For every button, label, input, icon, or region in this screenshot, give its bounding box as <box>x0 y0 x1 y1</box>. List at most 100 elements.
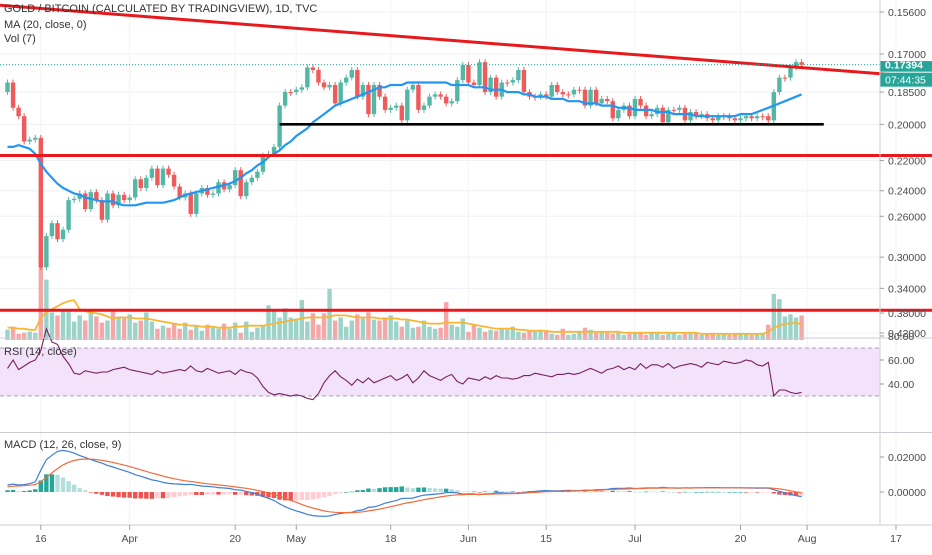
candle-body[interactable] <box>177 186 182 198</box>
macd-histogram-bar[interactable] <box>671 492 677 493</box>
volume-bar[interactable] <box>33 332 38 340</box>
candle-body[interactable] <box>294 89 299 93</box>
candle-body[interactable] <box>399 105 404 121</box>
candle-body[interactable] <box>44 236 49 268</box>
candle-body[interactable] <box>55 223 60 240</box>
candle-body[interactable] <box>582 89 588 106</box>
volume-bar[interactable] <box>388 315 393 340</box>
volume-bar[interactable] <box>144 312 149 340</box>
macd-histogram-bar[interactable] <box>577 491 582 493</box>
candle-body[interactable] <box>605 98 610 102</box>
candle-body[interactable] <box>310 67 316 71</box>
candle-body[interactable] <box>466 64 471 83</box>
macd-histogram-bar[interactable] <box>194 492 199 495</box>
price-pane[interactable] <box>0 3 932 340</box>
candle-body[interactable] <box>666 109 671 123</box>
volume-bar[interactable] <box>99 322 105 340</box>
volume-bar[interactable] <box>338 317 343 340</box>
candle-body[interactable] <box>83 193 88 210</box>
macd-histogram-bar[interactable] <box>49 474 55 492</box>
volume-bar[interactable] <box>721 333 727 340</box>
volume-bar[interactable] <box>210 327 216 340</box>
ma-20-line[interactable] <box>7 81 803 207</box>
candle-body[interactable] <box>305 67 310 88</box>
candle-body[interactable] <box>188 193 193 214</box>
macd-histogram-bar[interactable] <box>610 490 615 492</box>
macd-histogram-bar[interactable] <box>33 489 38 492</box>
volume-bar[interactable] <box>427 326 432 340</box>
volume-bar[interactable] <box>432 328 438 340</box>
volume-bar[interactable] <box>460 318 466 340</box>
candle-body[interactable] <box>743 116 749 119</box>
volume-bar[interactable] <box>704 333 710 340</box>
candle-body[interactable] <box>277 105 282 147</box>
macd-histogram-bar[interactable] <box>466 491 471 493</box>
candle-body[interactable] <box>449 101 454 104</box>
candle-body[interactable] <box>99 200 105 220</box>
volume-bar[interactable] <box>155 328 160 340</box>
macd-histogram-bar[interactable] <box>55 474 60 492</box>
volume-bar[interactable] <box>5 329 10 340</box>
volume-bar[interactable] <box>77 315 82 340</box>
candle-body[interactable] <box>421 105 427 110</box>
candle-body[interactable] <box>349 70 354 78</box>
candle-body[interactable] <box>588 89 593 106</box>
candle-body[interactable] <box>155 168 160 186</box>
macd-histogram-bar[interactable] <box>38 480 44 492</box>
macd-histogram-bar[interactable] <box>355 490 360 492</box>
macd-histogram-bar[interactable] <box>793 492 799 496</box>
candle-body[interactable] <box>260 155 266 172</box>
macd-histogram-bar[interactable] <box>566 491 571 493</box>
macd-histogram-bar[interactable] <box>371 488 377 492</box>
candle-body[interactable] <box>321 82 327 88</box>
volume-bar[interactable] <box>238 332 243 340</box>
macd-histogram-bar[interactable] <box>282 492 288 501</box>
macd-histogram-bar[interactable] <box>505 491 510 493</box>
macd-histogram-bar[interactable] <box>316 492 321 499</box>
volume-bar[interactable] <box>571 333 577 340</box>
candle-body[interactable] <box>632 98 638 117</box>
volume-bar[interactable] <box>532 331 538 340</box>
candle-body[interactable] <box>238 170 243 197</box>
macd-histogram-bar[interactable] <box>627 491 632 492</box>
candle-body[interactable] <box>693 112 699 117</box>
volume-bar[interactable] <box>83 320 88 340</box>
candle-body[interactable] <box>799 62 804 65</box>
macd-histogram-bar[interactable] <box>749 492 754 493</box>
volume-bar[interactable] <box>38 253 44 340</box>
volume-bar[interactable] <box>188 329 193 340</box>
candle-body[interactable] <box>366 84 371 115</box>
candle-body[interactable] <box>754 116 760 119</box>
volume-bar[interactable] <box>355 314 360 340</box>
candle-body[interactable] <box>388 107 393 110</box>
volume-bar[interactable] <box>199 330 205 340</box>
candle-body[interactable] <box>282 92 288 106</box>
volume-bar[interactable] <box>455 326 460 340</box>
volume-bar[interactable] <box>382 317 388 340</box>
candle-body[interactable] <box>299 87 305 90</box>
volume-bar[interactable] <box>255 327 260 340</box>
macd-histogram-bar[interactable] <box>482 491 488 493</box>
macd-histogram-bar[interactable] <box>438 488 443 492</box>
macd-histogram-bar[interactable] <box>327 492 332 497</box>
volume-bar[interactable] <box>116 316 121 340</box>
macd-histogram-bar[interactable] <box>166 492 171 498</box>
candle-body[interactable] <box>327 84 332 88</box>
macd-histogram-bar[interactable] <box>427 487 432 492</box>
volume-bar[interactable] <box>277 317 282 340</box>
macd-histogram-bar[interactable] <box>477 492 482 493</box>
volume-bar[interactable] <box>488 329 493 340</box>
candle-body[interactable] <box>577 89 582 91</box>
volume-bar[interactable] <box>121 318 127 340</box>
macd-histogram-bar[interactable] <box>16 491 21 492</box>
macd-histogram-bar[interactable] <box>66 481 71 492</box>
macd-histogram-bar[interactable] <box>754 492 760 493</box>
macd-histogram-bar[interactable] <box>5 490 10 492</box>
candle-body[interactable] <box>777 77 782 93</box>
macd-histogram-bar[interactable] <box>44 474 49 492</box>
volume-bar[interactable] <box>782 316 788 340</box>
macd-histogram-bar[interactable] <box>716 491 721 493</box>
macd-histogram-bar[interactable] <box>455 490 460 492</box>
candle-body[interactable] <box>510 80 516 83</box>
candle-body[interactable] <box>555 84 560 93</box>
